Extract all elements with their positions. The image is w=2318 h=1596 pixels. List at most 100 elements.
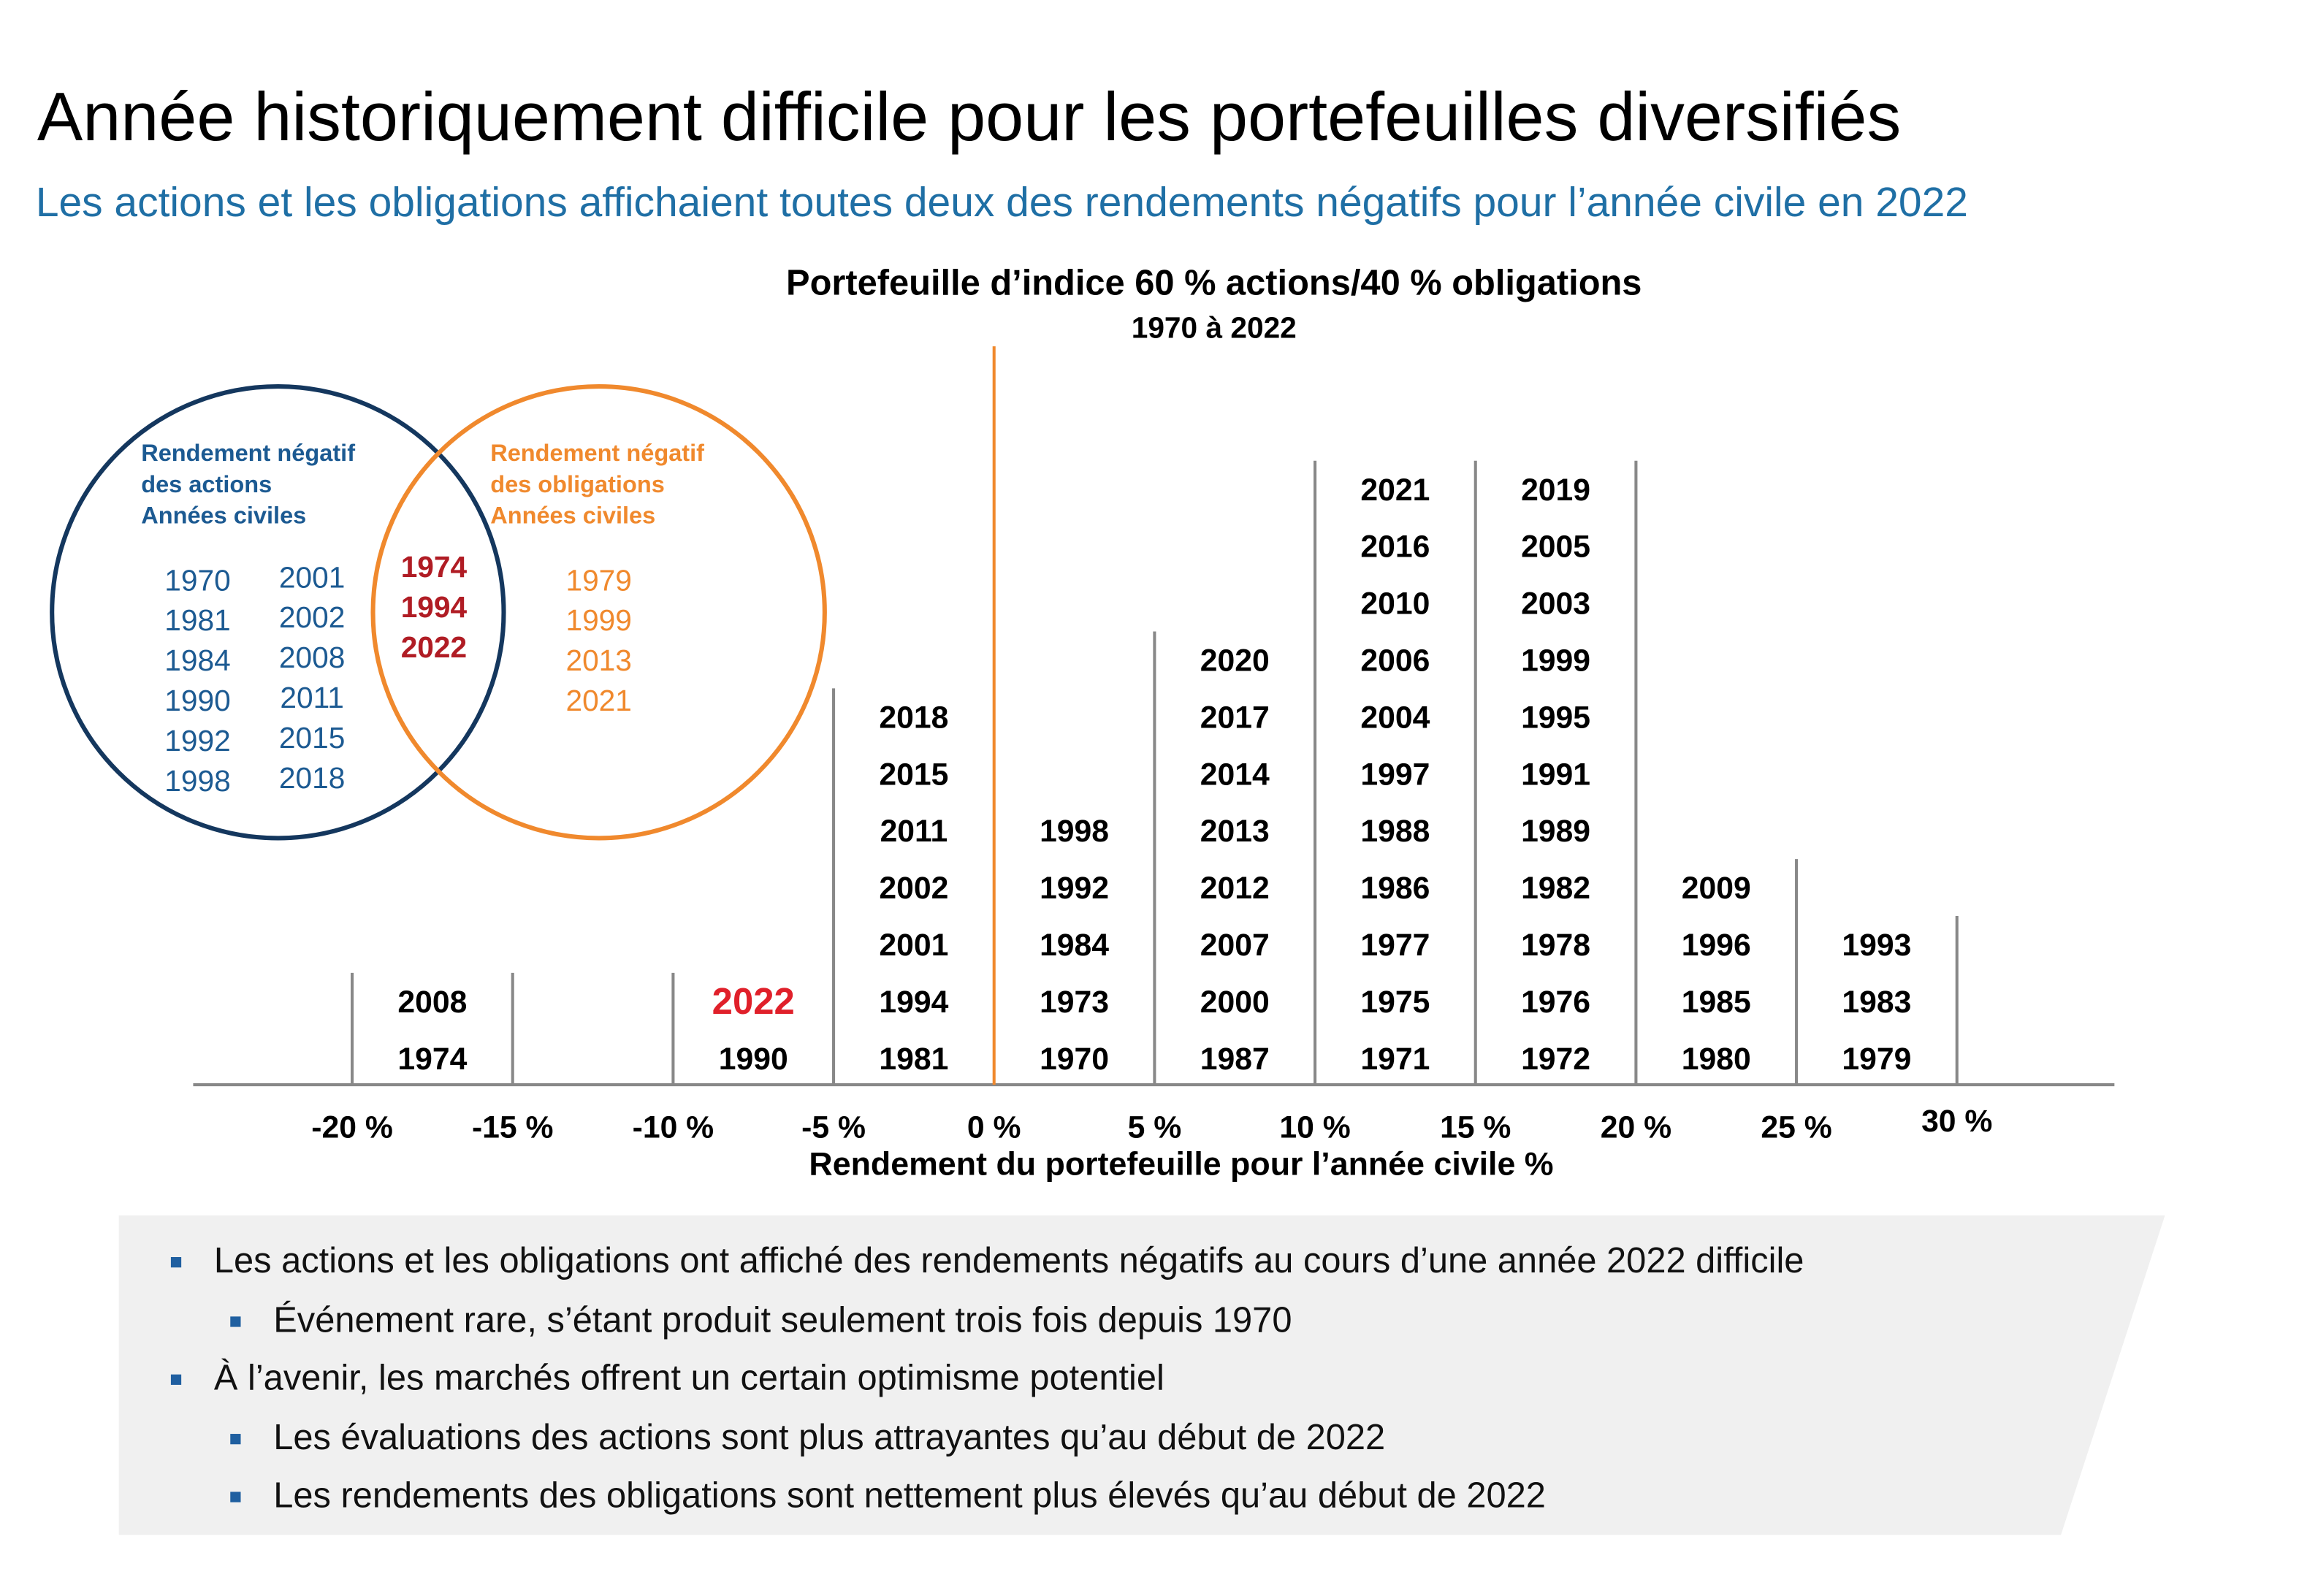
bullet-panel	[118, 1215, 2165, 1535]
year-label: 1977	[1360, 928, 1430, 963]
venn-year: 2011	[280, 681, 343, 714]
venn-year: 1990	[164, 684, 230, 717]
year-label: 1971	[1360, 1042, 1430, 1077]
year-label: 2011	[880, 814, 948, 849]
venn-year: 1994	[401, 590, 468, 624]
bullet-marker	[170, 1374, 182, 1385]
year-label: 1970	[1040, 1042, 1109, 1077]
year-label: 1976	[1521, 985, 1590, 1020]
venn-year: 1981	[164, 603, 230, 637]
bullet-text: Les rendements des obligations sont nett…	[273, 1475, 1546, 1515]
year-label: 1997	[1360, 757, 1430, 792]
year-label: 1993	[1842, 928, 1911, 963]
venn-year: 2002	[279, 600, 345, 634]
year-label: 2013	[1200, 814, 1270, 849]
x-tick-label: 25 %	[1761, 1110, 1831, 1145]
year-label: 1991	[1521, 757, 1590, 792]
venn-year: 1999	[565, 603, 631, 637]
subtitle: Les actions et les obligations affichaie…	[36, 179, 1968, 226]
year-label: 2019	[1521, 473, 1590, 508]
year-label: 2009	[1682, 871, 1751, 906]
bullet-marker	[230, 1492, 241, 1503]
year-label: 2014	[1200, 757, 1270, 792]
year-label: 1984	[1040, 928, 1109, 963]
x-tick-label: 5 %	[1128, 1110, 1182, 1145]
year-label: 2012	[1200, 871, 1270, 906]
year-label: 2016	[1360, 530, 1430, 565]
year-label: 1973	[1040, 985, 1109, 1020]
year-label: 2021	[1360, 473, 1430, 508]
year-label: 1985	[1682, 985, 1751, 1020]
year-label: 2004	[1360, 700, 1430, 735]
year-label: 1983	[1842, 985, 1911, 1020]
year-label: 1986	[1360, 871, 1430, 906]
venn-year: 2021	[565, 684, 631, 717]
venn-heading: Années civiles	[490, 503, 655, 529]
venn-heading: Rendement négatif	[141, 440, 355, 466]
venn-year: 1984	[164, 644, 230, 677]
year-label: 1999	[1521, 643, 1590, 678]
venn-year: 2008	[279, 641, 345, 674]
year-label: 1992	[1040, 871, 1109, 906]
bullet-text: À l’avenir, les marchés offrent un certa…	[214, 1359, 1164, 1398]
x-tick-label: 10 %	[1279, 1110, 1350, 1145]
year-label: 2007	[1200, 928, 1270, 963]
x-tick-label: -5 %	[801, 1110, 866, 1145]
x-tick-label: -20 %	[311, 1110, 393, 1145]
year-label: 2015	[879, 757, 948, 792]
venn-heading: Rendement négatif	[490, 440, 704, 466]
venn-heading: des actions	[141, 471, 272, 497]
year-label: 1980	[1682, 1042, 1751, 1077]
year-label: 1972	[1521, 1042, 1590, 1077]
venn-year: 2015	[279, 721, 345, 755]
year-label: 1979	[1842, 1042, 1911, 1077]
venn-year: 1970	[164, 563, 230, 597]
year-label: 1974	[397, 1042, 467, 1077]
venn-year: 1998	[164, 764, 230, 798]
x-tick-label: -15 %	[472, 1110, 554, 1145]
year-label: 2000	[1200, 985, 1270, 1020]
bullet-marker	[230, 1316, 241, 1327]
venn-year: 1992	[164, 724, 230, 757]
venn-year: 2018	[279, 761, 345, 795]
bullet-marker	[170, 1256, 182, 1268]
bullet-text: Événement rare, s’étant produit seulemen…	[273, 1300, 1292, 1340]
chart-subtitle: 1970 à 2022	[1132, 311, 1297, 345]
bullet-text: Les évaluations des actions sont plus at…	[273, 1418, 1385, 1457]
x-axis-label: Rendement du portefeuille pour l’année c…	[809, 1146, 1553, 1183]
year-label: 1981	[879, 1042, 948, 1077]
x-tick-label: 30 %	[1921, 1104, 1992, 1139]
year-label: 2005	[1521, 530, 1590, 565]
x-tick-label: 15 %	[1440, 1110, 1511, 1145]
year-label: 1996	[1682, 928, 1751, 963]
venn-year: 1974	[401, 550, 468, 584]
year-label: 1994	[879, 985, 948, 1020]
year-label: 1995	[1521, 700, 1590, 735]
year-label: 2020	[1200, 643, 1270, 678]
venn-heading: Années civiles	[141, 503, 306, 529]
bullet-text: Les actions et les obligations ont affic…	[214, 1241, 1804, 1280]
venn-year: 2001	[279, 560, 345, 594]
year-label: 1978	[1521, 928, 1590, 963]
chart-title: Portefeuille d’indice 60 % actions/40 % …	[786, 264, 1642, 303]
year-label: 1975	[1360, 985, 1430, 1020]
year-label: 2018	[879, 700, 948, 735]
x-tick-label: 20 %	[1601, 1110, 1671, 1145]
year-label: 2022	[712, 980, 795, 1022]
year-label: 2003	[1521, 587, 1590, 622]
year-label: 1982	[1521, 871, 1590, 906]
year-label: 2010	[1360, 587, 1430, 622]
bullet-marker	[230, 1434, 241, 1445]
x-tick-label: -10 %	[633, 1110, 714, 1145]
year-label: 1989	[1521, 814, 1590, 849]
year-label: 1990	[719, 1042, 788, 1077]
year-label: 1998	[1040, 814, 1109, 849]
year-label: 2008	[397, 985, 467, 1020]
bonds-circle	[370, 384, 827, 841]
year-label: 2002	[879, 871, 948, 906]
title: Année historiquement difficile pour les …	[37, 78, 1901, 155]
year-label: 1988	[1360, 814, 1430, 849]
venn-heading: des obligations	[490, 471, 665, 497]
venn-year: 2013	[565, 644, 631, 677]
